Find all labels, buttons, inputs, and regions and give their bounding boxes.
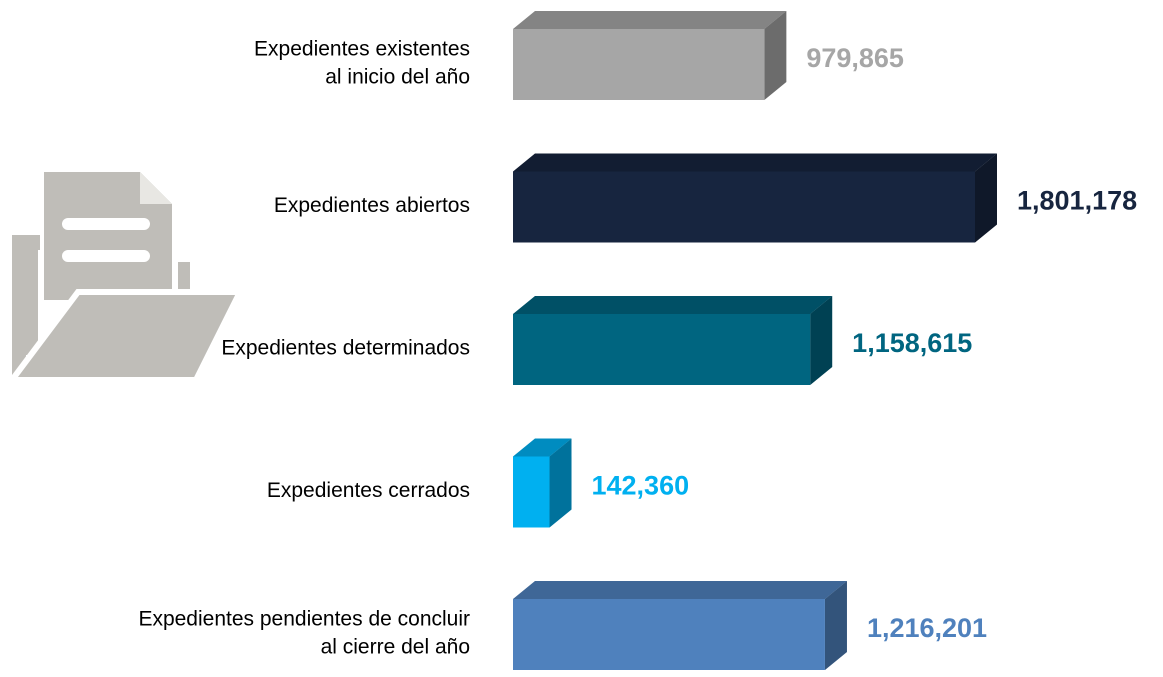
bar-side-shade: [810, 296, 833, 385]
document-line: [62, 250, 150, 262]
bar-side: [824, 581, 847, 670]
category-label: Expedientes abiertos: [274, 194, 470, 217]
bar: [513, 171, 975, 243]
bar-side-shade: [549, 438, 572, 528]
bar-top: [513, 296, 833, 314]
bar-side-shade: [824, 581, 847, 670]
category-label: Expedientes existentes: [254, 38, 470, 61]
bar-top-shade: [513, 296, 833, 314]
bar-top: [513, 11, 787, 29]
value-label: 1,216,201: [867, 613, 987, 643]
bar-top: [513, 153, 997, 172]
bar-top-shade: [513, 11, 787, 29]
category-label: al cierre del año: [321, 636, 470, 659]
value-label: 979,865: [806, 43, 904, 73]
value-label: 1,158,615: [852, 328, 972, 358]
folder-back-edge: [12, 235, 40, 378]
bar-top-shade: [513, 581, 847, 599]
bar: [513, 29, 765, 100]
value-label: 1,801,178: [1017, 186, 1137, 216]
bar: [513, 599, 825, 670]
value-label: 142,360: [592, 471, 690, 501]
bar-side-shade: [975, 153, 997, 243]
document-fold: [140, 172, 172, 204]
bar: [513, 314, 811, 385]
bar-top: [513, 581, 847, 599]
category-label: al inicio del año: [325, 66, 470, 89]
category-label: Expedientes pendientes de concluir: [138, 608, 470, 631]
bar-top-shade: [513, 153, 997, 172]
bar-side: [549, 438, 572, 528]
category-label: Expedientes determinados: [221, 337, 470, 360]
document-line: [62, 218, 150, 230]
bar-side: [810, 296, 833, 385]
bar-side: [764, 11, 787, 100]
bar-top: [513, 438, 572, 457]
bar-top-shade: [513, 438, 572, 457]
folder-icon: [6, 172, 245, 383]
bar-side: [975, 153, 997, 243]
bar: [513, 456, 550, 528]
folder-front: [6, 289, 245, 383]
category-label: Expedientes cerrados: [267, 479, 470, 502]
bar-side-shade: [764, 11, 787, 100]
